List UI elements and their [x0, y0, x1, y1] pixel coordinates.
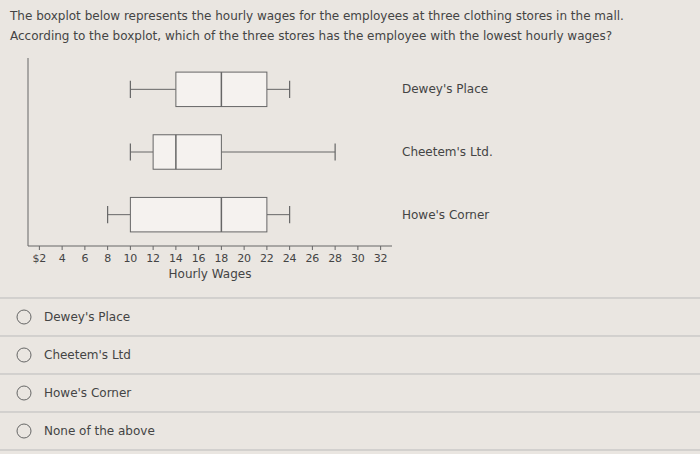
median	[221, 72, 223, 106]
option-label: None of the above	[44, 424, 155, 438]
cap-low	[107, 206, 108, 223]
x-tick-label: 26	[305, 252, 319, 265]
x-tick	[175, 246, 176, 250]
x-tick-label: 30	[351, 252, 365, 265]
divider	[0, 450, 700, 451]
option-label: Howe's Corner	[44, 386, 131, 400]
x-tick	[84, 246, 85, 250]
x-tick	[380, 246, 381, 250]
x-tick	[153, 246, 154, 250]
x-axis-label: Hourly Wages	[169, 267, 252, 281]
whisker-high	[267, 214, 290, 215]
cap-high	[335, 143, 336, 160]
x-tick-label: 20	[237, 252, 251, 265]
y-axis-line	[28, 58, 29, 246]
x-tick	[221, 246, 222, 250]
radio[interactable]	[17, 310, 31, 324]
option-label: Dewey's Place	[44, 310, 130, 324]
x-tick-label: 16	[192, 252, 206, 265]
title: The boxplot below represents the hourly …	[9, 9, 624, 23]
whisker-high	[221, 152, 335, 153]
x-tick	[357, 246, 358, 250]
x-tick-label: 22	[260, 252, 274, 265]
subtitle: According to the boxplot, which of the t…	[10, 29, 612, 43]
whisker-low	[108, 214, 131, 215]
x-tick-label: 14	[169, 252, 183, 265]
whisker-low	[130, 89, 176, 90]
x-tick-label: 4	[59, 252, 66, 265]
radio[interactable]	[17, 424, 31, 438]
median	[221, 197, 223, 231]
x-tick	[244, 246, 245, 250]
x-tick	[335, 246, 336, 250]
box	[176, 72, 267, 106]
x-tick	[198, 246, 199, 250]
whisker-high	[267, 89, 290, 90]
x-tick-label: 6	[81, 252, 88, 265]
cap-low	[130, 81, 131, 98]
radio[interactable]	[17, 386, 31, 400]
x-tick-label: 28	[328, 252, 342, 265]
x-tick	[289, 246, 290, 250]
category-label: Cheetem's Ltd.	[402, 145, 493, 159]
boxes	[108, 72, 336, 232]
divider	[0, 374, 700, 375]
x-axis-line	[28, 246, 392, 247]
x-tick-label: 8	[104, 252, 111, 265]
category-label: Howe's Corner	[402, 208, 489, 222]
cap-high	[289, 206, 290, 223]
x-tick-label: 12	[146, 252, 160, 265]
divider	[0, 412, 700, 413]
category-label: Dewey's Place	[402, 82, 488, 96]
x-tick-label: 10	[123, 252, 137, 265]
box	[153, 135, 221, 169]
median	[175, 135, 177, 169]
option-label: Cheetem's Ltd	[44, 348, 131, 362]
box	[130, 197, 267, 231]
cap-high	[289, 81, 290, 98]
x-tick-label: 24	[283, 252, 297, 265]
cap-low	[130, 143, 131, 160]
divider	[0, 298, 700, 299]
chart: The boxplot below represents the hourly …	[0, 0, 700, 454]
x-tick-label: $2	[32, 252, 46, 265]
x-tick	[130, 246, 131, 250]
x-tick	[266, 246, 267, 250]
x-tick	[107, 246, 108, 250]
x-tick-label: 18	[214, 252, 228, 265]
radio[interactable]	[17, 348, 31, 362]
whisker-low	[130, 152, 153, 153]
x-tick-label: 32	[374, 252, 388, 265]
x-tick	[62, 246, 63, 250]
x-tick	[312, 246, 313, 250]
x-tick	[39, 246, 40, 250]
divider	[0, 336, 700, 337]
